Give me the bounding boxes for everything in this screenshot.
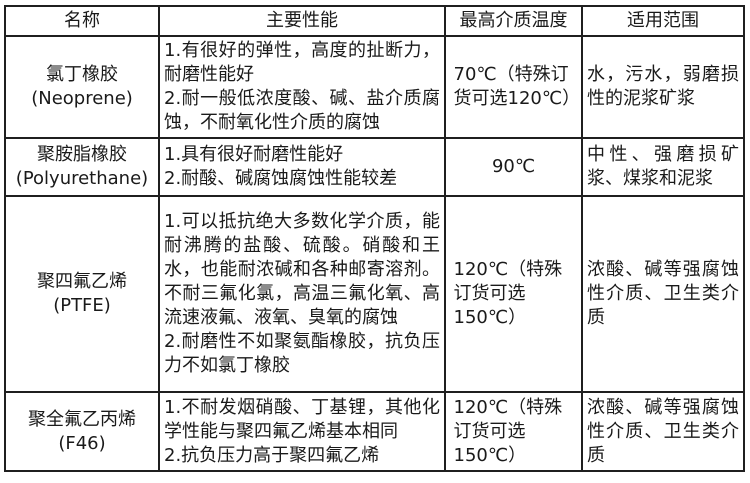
material-name-cell: 聚胺脂橡胶 (Polyurethane) <box>4 137 160 197</box>
temperature-value: 70℃（特殊订货可选120℃） <box>453 64 581 109</box>
header-application-range: 适用范围 <box>581 5 745 37</box>
header-main-performance: 主要性能 <box>158 5 446 37</box>
table-row-ptfe: 聚四氟乙烯 (PTFE) 1.可以抵抗绝大多数化学介质，能耐沸腾的盐酸、硫酸。硝… <box>4 195 745 393</box>
material-name-cell: 氯丁橡胶 (Neoprene) <box>4 35 160 139</box>
temperature-value: 120℃（特殊订货可选150℃） <box>453 396 563 466</box>
temperature-cell: 90℃ <box>444 137 583 197</box>
table-row-f46: 聚全氟乙丙烯 (F46) 1.不耐发烟硝酸、丁基锂，其他化学性能与聚四氟乙烯基本… <box>4 391 745 472</box>
temperature-cell: 120℃（特殊订货可选150℃） <box>444 391 583 472</box>
temperature-cell: 120℃（特殊订货可选150℃） <box>444 195 583 393</box>
performance-cell: 1.不耐发烟硝酸、丁基锂，其他化学性能与聚四氟乙烯基本相同 2.抗负压力高于聚四… <box>158 391 446 472</box>
temperature-value: 120℃（特殊订货可选150℃） <box>453 259 563 328</box>
table-row-neoprene: 氯丁橡胶 (Neoprene) 1.有很好的弹性，高度的扯断力，耐磨性能好 2.… <box>4 35 745 139</box>
application-cell: 中性、强磨损矿浆、煤浆和泥浆 <box>581 137 745 197</box>
application-cell: 水，污水，弱磨损性的泥浆矿浆 <box>581 35 745 139</box>
performance-cell: 1.有很好的弹性，高度的扯断力，耐磨性能好 2.耐一般低浓度酸、碱、盐介质腐蚀，… <box>158 35 446 139</box>
temperature-cell: 70℃（特殊订货可选120℃） <box>444 35 583 139</box>
performance-cell: 1.具有很好耐磨性能好 2.耐酸、碱腐蚀腐蚀性能较差 <box>158 137 446 197</box>
temperature-value: 90℃ <box>491 156 536 177</box>
header-max-medium-temperature: 最高介质温度 <box>444 5 583 37</box>
performance-cell: 1.可以抵抗绝大多数化学介质，能耐沸腾的盐酸、硫酸。硝酸和王水，也能耐浓碱和各种… <box>158 195 446 393</box>
material-name-cell: 聚全氟乙丙烯 (F46) <box>4 391 160 472</box>
application-cell: 浓酸、碱等强腐蚀性介质、卫生类介质 <box>581 195 745 393</box>
table-row-polyurethane: 聚胺脂橡胶 (Polyurethane) 1.具有很好耐磨性能好 2.耐酸、碱腐… <box>4 137 745 197</box>
material-name-cell: 聚四氟乙烯 (PTFE) <box>4 195 160 393</box>
application-cell: 浓酸、碱等强腐蚀性介质、卫生类介质 <box>581 391 745 472</box>
lining-material-table: 名称 主要性能 最高介质温度 适用范围 氯丁橡胶 (Neoprene) 1.有很… <box>4 5 745 472</box>
header-row: 名称 主要性能 最高介质温度 适用范围 <box>4 5 745 37</box>
header-name: 名称 <box>4 5 160 37</box>
